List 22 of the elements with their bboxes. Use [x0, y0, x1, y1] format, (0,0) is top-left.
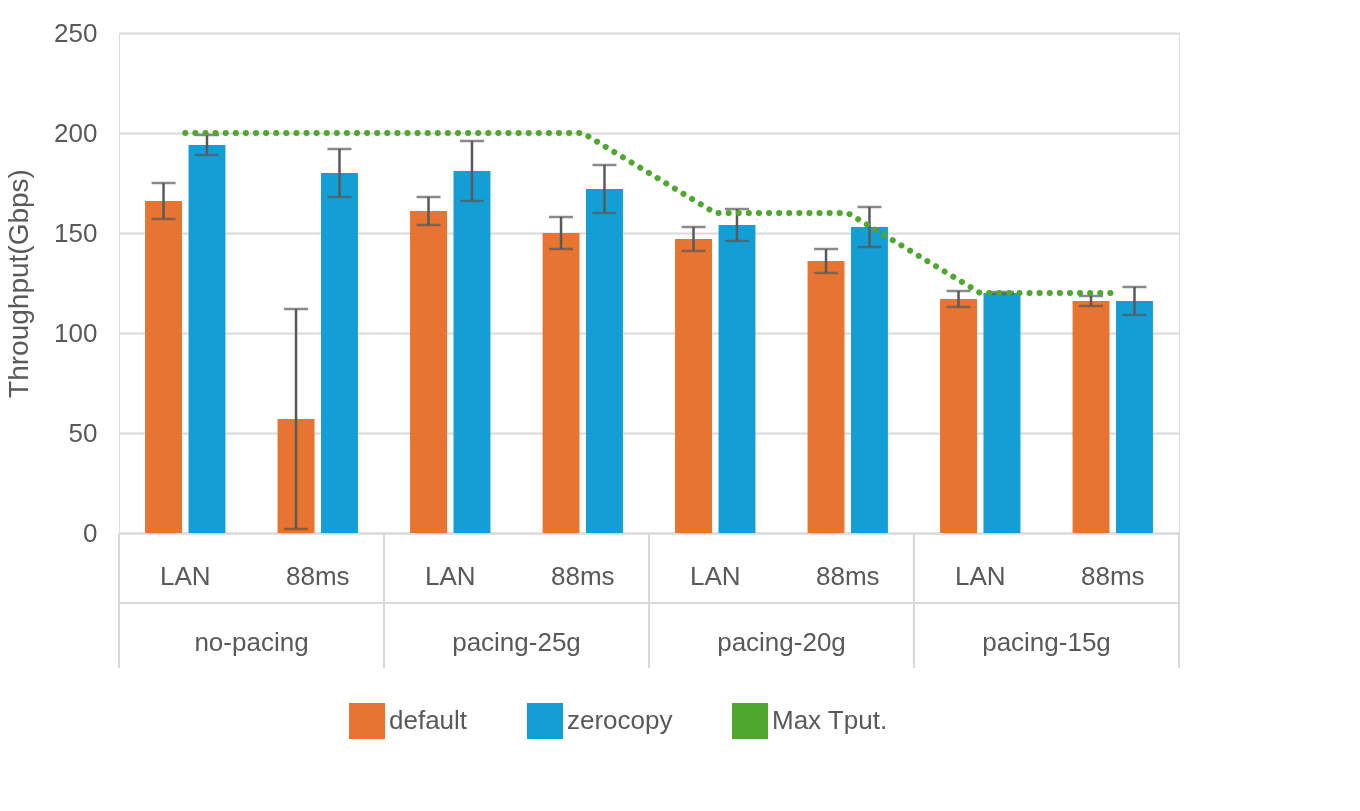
text: pacing-25g — [452, 627, 581, 657]
x-tick-label: 88ms — [285, 560, 350, 591]
x-tick-label: 88ms — [1080, 560, 1145, 591]
x-tick-label: LAN — [159, 560, 211, 591]
y-tick-label: 50 — [68, 417, 98, 448]
text: pacing-15g — [982, 627, 1111, 657]
y-tick-label: 200 — [54, 117, 98, 148]
legend-label: zerocopy — [567, 705, 673, 735]
y-tick-label: 250 — [54, 17, 98, 48]
y-tick-label: 0 — [83, 517, 98, 548]
text: pacing-20g — [717, 627, 846, 657]
text: no-pacing — [194, 627, 309, 657]
y-tick-label: 150 — [54, 217, 98, 248]
legend-label: default — [389, 705, 468, 735]
y-axis-title: Throughput(Gbps) — [3, 169, 35, 398]
x-tick-label: 88ms — [815, 560, 880, 591]
x-tick-label: LAN — [689, 560, 741, 591]
y-tick-label: 100 — [54, 317, 98, 348]
x-tick-label: LAN — [424, 560, 476, 591]
x-tick-label: LAN — [954, 560, 1006, 591]
x-tick-label: 88ms — [550, 560, 615, 591]
legend-label: Max Tput. — [772, 705, 888, 735]
